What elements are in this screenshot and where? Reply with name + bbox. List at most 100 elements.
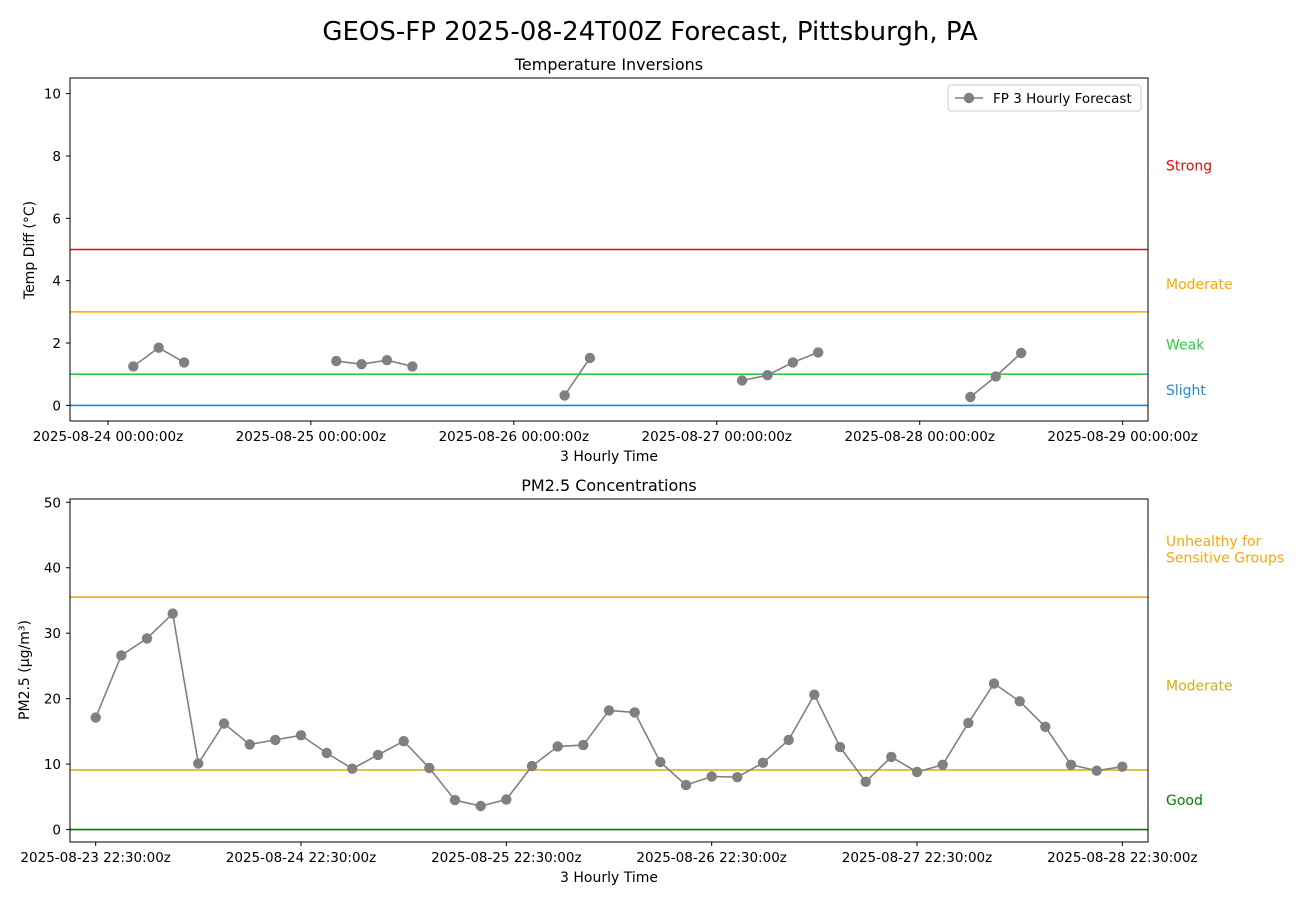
pm25-data-point [270,734,281,746]
temperature-inversions-panel: Temperature Inversions 3 Hourly Time Tem… [22,55,1233,465]
pm25-y-tick-label: 20 [44,692,61,708]
temp-series-line-2 [563,357,591,396]
pm25-data-point [193,758,204,769]
pm25-data-point [218,718,230,729]
temp-data-point [762,370,773,381]
temp-x-tick-label: 2025-08-26 00:00:00z [439,429,589,445]
temp-data-point [128,361,139,372]
pm25-band-label: Sensitive Groups [1166,550,1284,566]
legend-entry-label: FP 3 Hourly Forecast [993,91,1132,107]
pm25-data-point [757,757,769,768]
pm25-data-point [629,707,640,718]
temp-data-point [153,342,164,353]
temp-data-point [584,352,596,364]
temp-band-label: Weak [1166,338,1205,354]
temp-x-tick-label: 2025-08-24 00:00:00z [33,429,183,445]
pm25-x-tick-label: 2025-08-23 22:30:00z [20,850,170,866]
pm25-x-tick-label: 2025-08-26 22:30:00z [636,850,786,866]
pm25-y-tick-label: 40 [44,561,61,577]
pm25-data-point [526,760,538,772]
temp-y-tick-label: 6 [52,211,61,227]
pm25-data-point [347,763,358,774]
pm25-data-point [706,771,717,782]
pm25-data-point [963,717,974,729]
temp-data-point [381,355,393,366]
temp-y-tick-label: 8 [52,149,61,165]
pm25-band-label: Moderate [1166,679,1233,695]
pm25-chart-title: PM2.5 Concentrations [521,476,697,495]
pm25-data-point [655,756,666,768]
pm25-data-point [424,762,435,774]
pm25-data-point [834,741,846,753]
pm25-data-point [1040,721,1051,732]
pm25-data-point [449,794,461,806]
pm25-data-point [578,739,589,751]
temp-data-point [407,361,418,372]
temp-y-tick-label: 4 [52,274,61,290]
temp-chart-title: Temperature Inversions [514,55,703,74]
temp-series-line-1 [336,359,413,368]
temp-x-tick-label: 2025-08-27 00:00:00z [642,429,792,445]
temp-band-label: Strong [1166,158,1212,174]
temp-y-tick-label: 10 [44,87,61,103]
pm25-y-tick-label: 0 [52,823,61,839]
legend-box [947,84,1142,112]
pm25-data-point [244,739,255,750]
pm25-data-point [116,650,127,661]
pm25-data-point [501,794,512,805]
pm25-data-point [372,749,384,761]
pm25-data-point [1065,759,1077,770]
pm25-data-point [911,766,923,778]
pm25-data-point [398,736,409,747]
temp-data-point [736,375,748,386]
pm25-data-point [1014,696,1025,707]
pm25-data-point [1091,765,1102,776]
pm25-data-point [886,751,897,763]
pm25-data-point [475,800,486,812]
temp-x-tick-label: 2025-08-28 00:00:00z [844,429,994,445]
pm25-x-tick-label: 2025-08-25 22:30:00z [431,850,581,866]
temp-x-tick-label: 2025-08-25 00:00:00z [236,429,386,445]
pm25-y-axis-label: PM2.5 (µg/m³) [17,620,33,720]
pm25-data-point [937,759,948,770]
temp-plot-frame [69,77,1149,422]
pm25-data-point [1117,761,1128,772]
pm25-x-tick-label: 2025-08-27 22:30:00z [842,850,992,866]
temp-legend: FP 3 Hourly Forecast [947,84,1142,112]
temp-y-tick-label: 2 [52,336,61,352]
pm25-data-point [680,779,692,791]
pm25-band-label: Unhealthy for [1166,534,1262,550]
pm25-y-tick-label: 30 [44,626,61,642]
temp-data-point [990,371,1001,382]
pm25-band-label: Good [1166,793,1203,809]
temp-data-point [178,357,190,368]
pm25-plot-frame [69,498,1149,843]
pm25-data-point [988,678,1000,689]
legend-marker-swatch [963,92,975,104]
temp-y-axis-label: Temp Diff (°C) [22,201,38,300]
pm25-data-point [321,747,332,759]
temp-x-axis-label: 3 Hourly Time [560,449,658,465]
pm25-data-point [295,730,307,741]
pm25-data-point [732,772,743,783]
temp-data-point [787,357,799,368]
temp-data-point [813,347,824,358]
temp-data-point [356,359,367,370]
pm25-data-point [90,712,101,723]
temp-band-label: Moderate [1166,277,1233,293]
pm25-data-point [141,633,153,644]
figure-title: GEOS-FP 2025-08-24T00Z Forecast, Pittsbu… [322,17,978,47]
pm25-data-point [783,734,794,746]
pm25-y-tick-label: 50 [44,495,61,511]
temp-data-point [1016,347,1027,359]
pm25-data-point [809,689,820,700]
temp-data-point [331,355,342,367]
temp-data-point [559,390,570,401]
temp-data-point [965,391,976,403]
pm25-x-axis-label: 3 Hourly Time [560,870,658,886]
pm25-x-tick-label: 2025-08-24 22:30:00z [226,850,376,866]
temp-y-tick-label: 0 [52,398,61,414]
pm25-data-point [603,705,615,716]
